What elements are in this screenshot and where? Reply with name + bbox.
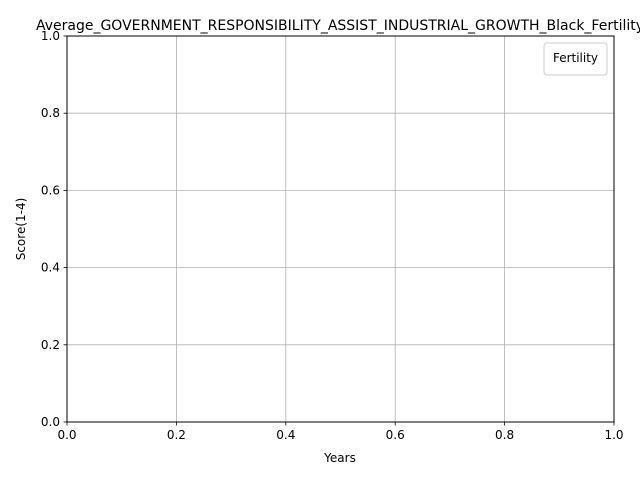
y-tick-label: 1.0 xyxy=(41,29,60,43)
x-tick-label: 0.4 xyxy=(276,428,295,442)
legend: Fertility xyxy=(544,43,607,75)
y-tick-label: 0.4 xyxy=(41,261,60,275)
y-tick-label: 0.2 xyxy=(41,338,60,352)
y-axis-label: Score(1-4) xyxy=(14,198,28,261)
x-axis-label: Years xyxy=(323,451,356,465)
chart-title: Average_GOVERNMENT_RESPONSIBILITY_ASSIST… xyxy=(36,18,640,34)
x-tick-label: 0.0 xyxy=(57,428,76,442)
plot-area xyxy=(67,36,614,422)
x-tick-label: 0.8 xyxy=(495,428,514,442)
x-axis-ticks: 0.0 0.2 0.4 0.6 0.8 1.0 xyxy=(57,422,623,442)
x-tick-label: 1.0 xyxy=(604,428,623,442)
y-tick-label: 0.8 xyxy=(41,106,60,120)
x-tick-label: 0.2 xyxy=(167,428,186,442)
y-tick-label: 0.0 xyxy=(41,415,60,429)
y-axis-ticks: 0.0 0.2 0.4 0.6 0.8 1.0 xyxy=(41,29,67,429)
y-tick-label: 0.6 xyxy=(41,183,60,197)
x-tick-label: 0.6 xyxy=(386,428,405,442)
legend-title: Fertility xyxy=(553,51,598,65)
